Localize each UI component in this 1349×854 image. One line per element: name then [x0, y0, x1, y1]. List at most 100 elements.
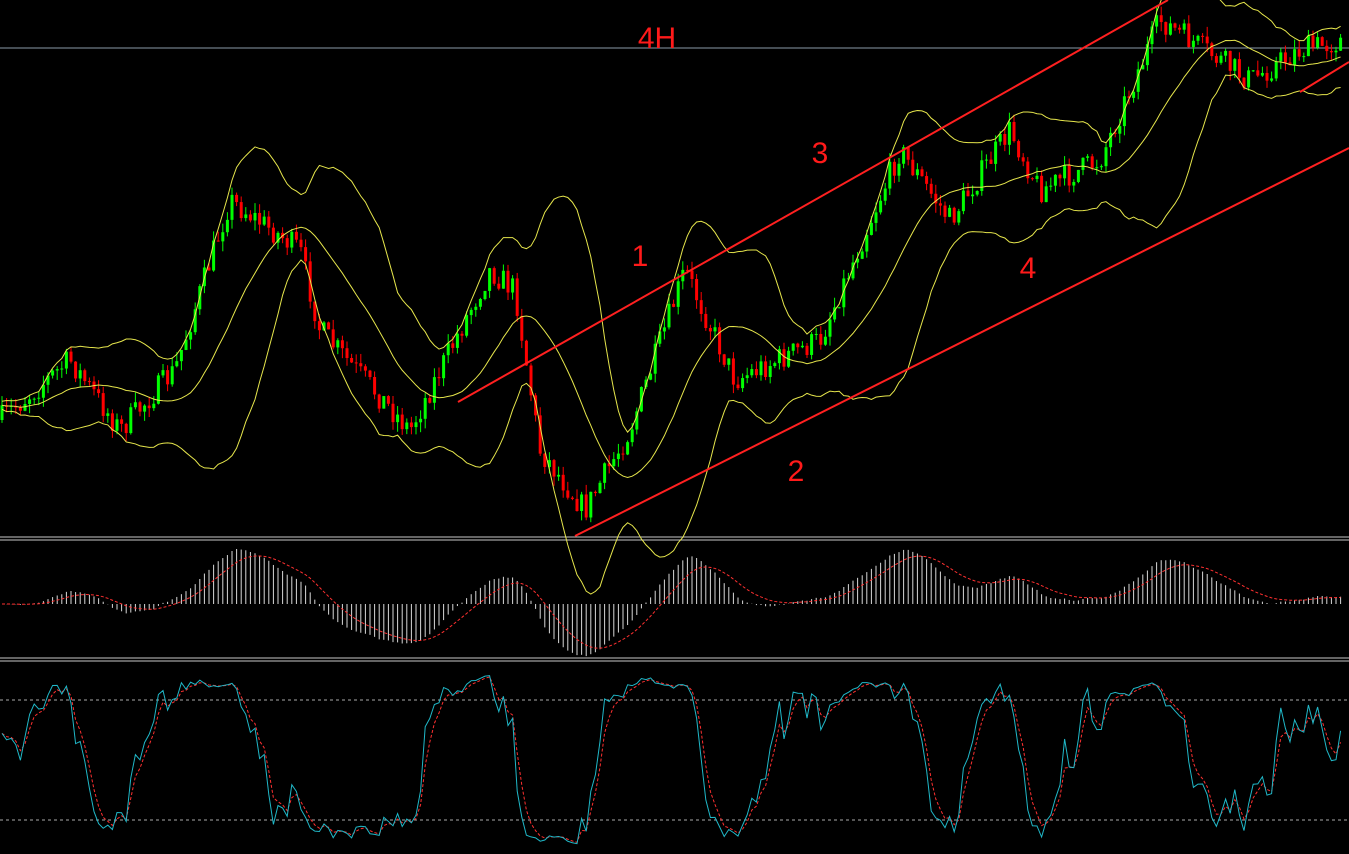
- candle-body: [543, 453, 547, 467]
- candle-body: [1191, 40, 1195, 48]
- candle-body: [685, 269, 689, 271]
- candle-body: [1067, 165, 1071, 186]
- candle-body: [60, 368, 64, 370]
- candle-body: [1063, 165, 1067, 179]
- candle-body: [1210, 43, 1214, 57]
- candle-body: [823, 336, 827, 345]
- candle-body: [722, 354, 726, 365]
- candle-body: [635, 411, 639, 430]
- candle-body: [520, 315, 524, 341]
- candle-body: [1247, 70, 1251, 88]
- candle-body: [1150, 26, 1154, 45]
- candle-body: [299, 239, 303, 248]
- candle-body: [437, 377, 441, 379]
- candle-body: [713, 327, 717, 332]
- candle-body: [336, 340, 340, 348]
- candle-body: [690, 270, 694, 279]
- candle-body: [607, 463, 611, 467]
- candle-body: [883, 188, 887, 201]
- candle-body: [920, 169, 924, 177]
- candle-body: [888, 161, 892, 189]
- candle-body: [304, 247, 308, 262]
- candle-body: [110, 413, 114, 431]
- candle-body: [980, 160, 984, 191]
- candle-body: [754, 369, 758, 376]
- candle-body: [501, 270, 505, 289]
- candle-body: [984, 159, 988, 161]
- candle-body: [363, 366, 367, 371]
- candle-body: [837, 307, 841, 309]
- candle-body: [768, 366, 772, 377]
- candle-body: [630, 429, 634, 443]
- candle-body: [561, 474, 565, 491]
- macd-signal: [1, 555, 1341, 649]
- candle-body: [1325, 45, 1329, 52]
- candle-body: [1224, 50, 1228, 56]
- candle-body: [557, 474, 561, 477]
- candle-body: [382, 396, 386, 409]
- candle-body: [925, 176, 929, 184]
- candle-body: [971, 194, 975, 197]
- candle-body: [547, 460, 551, 467]
- candle-body: [350, 357, 354, 363]
- candle-body: [97, 389, 101, 394]
- candle-body: [46, 375, 50, 385]
- candle-body: [860, 251, 864, 259]
- candle-body: [570, 497, 574, 499]
- candle-body: [828, 319, 832, 337]
- candle-body: [497, 283, 501, 289]
- candle-body: [524, 340, 528, 366]
- candle-body: [796, 343, 800, 348]
- candle-body: [552, 460, 556, 477]
- candle-body: [649, 373, 653, 380]
- candle-body: [773, 363, 777, 367]
- candle-body: [805, 345, 809, 355]
- candle-body: [616, 453, 620, 460]
- candle-body: [938, 203, 942, 206]
- candle-body: [534, 395, 538, 416]
- candle-body: [313, 301, 317, 322]
- candle-body: [1090, 156, 1094, 168]
- candle-body: [386, 396, 390, 404]
- candle-body: [1072, 181, 1076, 186]
- candle-body: [474, 306, 478, 310]
- candle-body: [612, 459, 616, 467]
- candle-body: [101, 393, 105, 416]
- wave-label: 1: [632, 240, 649, 273]
- candle-body: [170, 366, 174, 385]
- wave-label: 4: [1020, 252, 1037, 285]
- candle-body: [124, 423, 128, 434]
- candle-body: [156, 375, 160, 404]
- candle-body: [400, 414, 404, 430]
- candle-body: [658, 331, 662, 344]
- candle-body: [915, 169, 919, 176]
- candle-body: [1159, 15, 1163, 23]
- candle-body: [41, 384, 45, 398]
- candle-body: [1178, 27, 1182, 30]
- candle-body: [225, 219, 229, 233]
- candle-body: [1118, 126, 1122, 134]
- candle-body: [221, 232, 225, 242]
- candle-body: [695, 278, 699, 301]
- candle-body: [396, 414, 400, 423]
- candle-body: [672, 303, 676, 307]
- candle-body: [777, 349, 781, 364]
- candle-body: [566, 490, 570, 498]
- candle-body: [902, 147, 906, 164]
- candle-body: [708, 327, 712, 332]
- candle-body: [442, 355, 446, 379]
- candle-body: [529, 365, 533, 396]
- candle-body: [869, 222, 873, 235]
- candle-body: [1104, 147, 1108, 167]
- candle-body: [478, 299, 482, 307]
- channel-lower: [574, 147, 1349, 537]
- candle-body: [451, 343, 455, 348]
- candle-body: [455, 333, 459, 348]
- candle-body: [423, 397, 427, 419]
- candle-body: [419, 418, 423, 423]
- candle-body: [842, 278, 846, 308]
- candle-body: [460, 333, 464, 336]
- candle-body: [340, 340, 344, 349]
- candle-body: [161, 370, 165, 376]
- candle-body: [961, 190, 965, 212]
